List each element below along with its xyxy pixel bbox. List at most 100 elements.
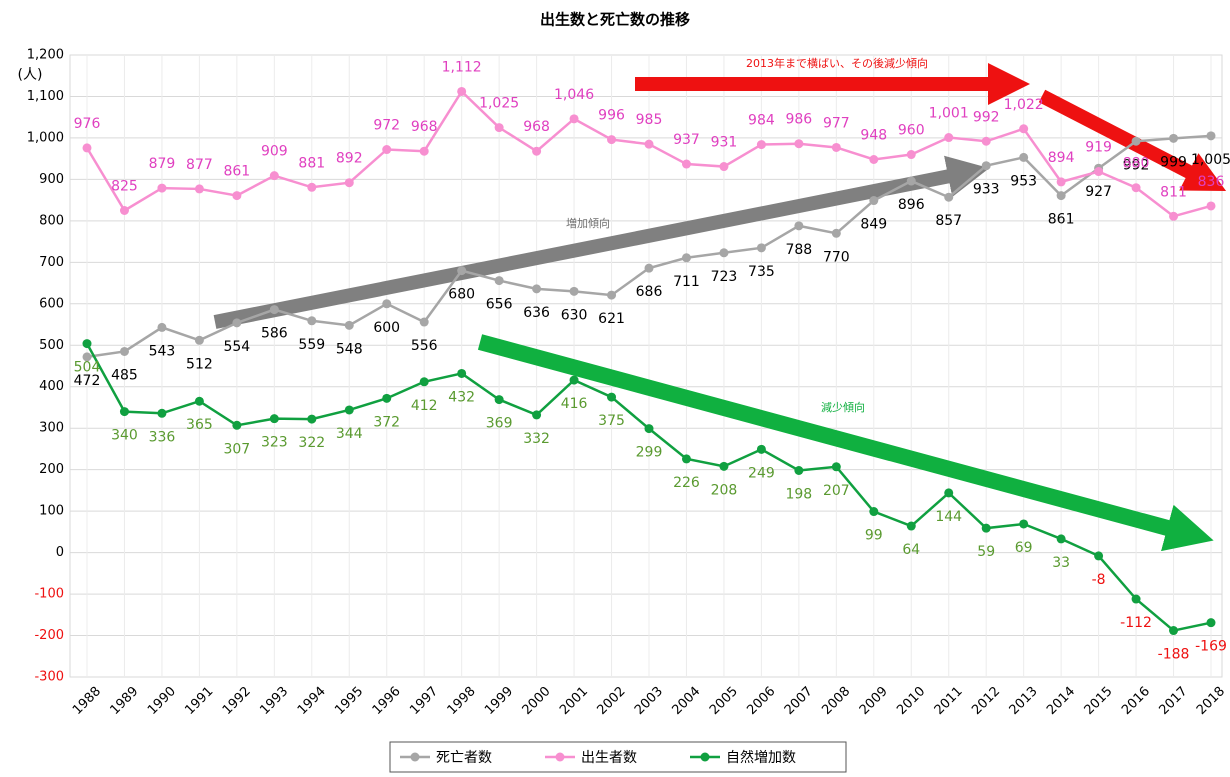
data-point xyxy=(644,424,654,434)
data-point xyxy=(1019,519,1029,529)
data-point xyxy=(569,114,579,124)
data-label: 323 xyxy=(261,435,288,451)
data-point xyxy=(869,507,879,517)
data-point xyxy=(1131,136,1141,146)
data-label: 953 xyxy=(1010,173,1037,189)
data-point xyxy=(494,395,504,405)
data-point xyxy=(382,299,392,309)
legend-box xyxy=(389,741,847,773)
data-point xyxy=(532,284,542,294)
data-point xyxy=(1131,183,1141,193)
y-tick-label: 0 xyxy=(56,545,64,560)
y-tick-label: -100 xyxy=(34,587,64,602)
data-point xyxy=(794,221,804,231)
data-point xyxy=(194,184,204,194)
data-label: 586 xyxy=(261,326,288,342)
x-tick-label: 1994 xyxy=(295,684,329,718)
legend-swatch xyxy=(410,752,420,762)
data-point xyxy=(944,133,954,143)
data-label: 972 xyxy=(373,118,400,134)
data-point xyxy=(944,192,954,202)
trend-arrows xyxy=(213,63,1227,552)
data-label: 198 xyxy=(785,486,812,502)
y-axis-label: (人) xyxy=(18,67,43,83)
data-point xyxy=(906,176,916,186)
data-point xyxy=(157,322,167,332)
data-label: 416 xyxy=(561,396,588,412)
data-point xyxy=(681,253,691,263)
x-tick-label: 1988 xyxy=(70,684,104,718)
data-label: 207 xyxy=(823,483,850,499)
data-label: 686 xyxy=(636,284,663,300)
y-tick-label: 1,200 xyxy=(27,48,64,63)
data-label: 636 xyxy=(523,305,550,321)
data-label: 877 xyxy=(186,157,213,173)
data-point xyxy=(232,318,242,328)
data-label: 811 xyxy=(1160,184,1187,200)
x-tick-label: 1992 xyxy=(220,684,254,718)
data-label: 986 xyxy=(785,112,812,128)
data-label: 412 xyxy=(411,398,438,414)
data-point xyxy=(906,150,916,160)
data-label: 825 xyxy=(111,179,138,195)
x-tick-label: 2015 xyxy=(1082,684,1116,718)
data-label: 621 xyxy=(598,311,625,327)
x-tick-label: 2016 xyxy=(1119,684,1153,718)
data-label: 375 xyxy=(598,413,625,429)
data-label: 344 xyxy=(336,426,363,442)
data-point xyxy=(1056,191,1066,201)
data-label: 836 xyxy=(1198,174,1225,190)
data-label: 432 xyxy=(448,389,475,405)
data-point xyxy=(1131,594,1141,604)
data-point xyxy=(719,162,729,172)
data-point xyxy=(232,420,242,430)
x-tick-label: 2012 xyxy=(969,684,1003,718)
data-point xyxy=(382,145,392,155)
data-point xyxy=(119,407,129,417)
x-tick-label: 1997 xyxy=(407,684,441,718)
data-point xyxy=(607,135,617,145)
data-point xyxy=(719,461,729,471)
y-tick-label: 1,000 xyxy=(27,130,64,145)
data-label: 881 xyxy=(298,155,325,171)
data-label: 299 xyxy=(636,445,663,461)
data-point xyxy=(681,454,691,464)
data-label: 600 xyxy=(373,320,400,336)
data-point xyxy=(1056,534,1066,544)
x-tick-label: 1990 xyxy=(145,684,179,718)
data-label: 1,022 xyxy=(1004,97,1044,113)
x-tick-label: 1999 xyxy=(482,684,516,718)
data-point xyxy=(457,86,467,96)
x-tick-label: 2018 xyxy=(1194,684,1228,718)
data-label: 770 xyxy=(823,249,850,265)
data-label: 548 xyxy=(336,341,363,357)
data-label: 861 xyxy=(223,164,250,180)
data-label: 1,005 xyxy=(1191,152,1230,168)
data-label: 948 xyxy=(860,127,887,143)
data-label: 735 xyxy=(748,264,775,280)
data-label: 968 xyxy=(411,119,438,135)
data-label: 1,046 xyxy=(554,87,594,103)
x-tick-label: 1991 xyxy=(182,684,216,718)
data-point xyxy=(831,142,841,152)
data-label: 208 xyxy=(711,482,738,498)
trend-arrow xyxy=(213,155,990,329)
data-label: 984 xyxy=(748,113,775,129)
x-tick-label: 1989 xyxy=(107,684,141,718)
data-point xyxy=(794,465,804,475)
x-tick-label: 1996 xyxy=(370,684,404,718)
data-point xyxy=(1056,177,1066,187)
data-label: 992 xyxy=(973,109,1000,125)
data-label: 788 xyxy=(785,242,812,258)
y-tick-label: 1,100 xyxy=(27,89,64,104)
legend-swatch xyxy=(700,752,710,762)
data-label: 1,025 xyxy=(479,96,519,112)
data-point xyxy=(382,393,392,403)
data-point xyxy=(869,154,879,164)
x-tick-label: 2008 xyxy=(819,684,853,718)
y-tick-label: 700 xyxy=(39,255,64,270)
x-tick-label: 2013 xyxy=(1007,684,1041,718)
legend-label: 死亡者数 xyxy=(436,750,492,766)
data-label: 472 xyxy=(74,373,101,389)
data-point xyxy=(1206,131,1216,141)
